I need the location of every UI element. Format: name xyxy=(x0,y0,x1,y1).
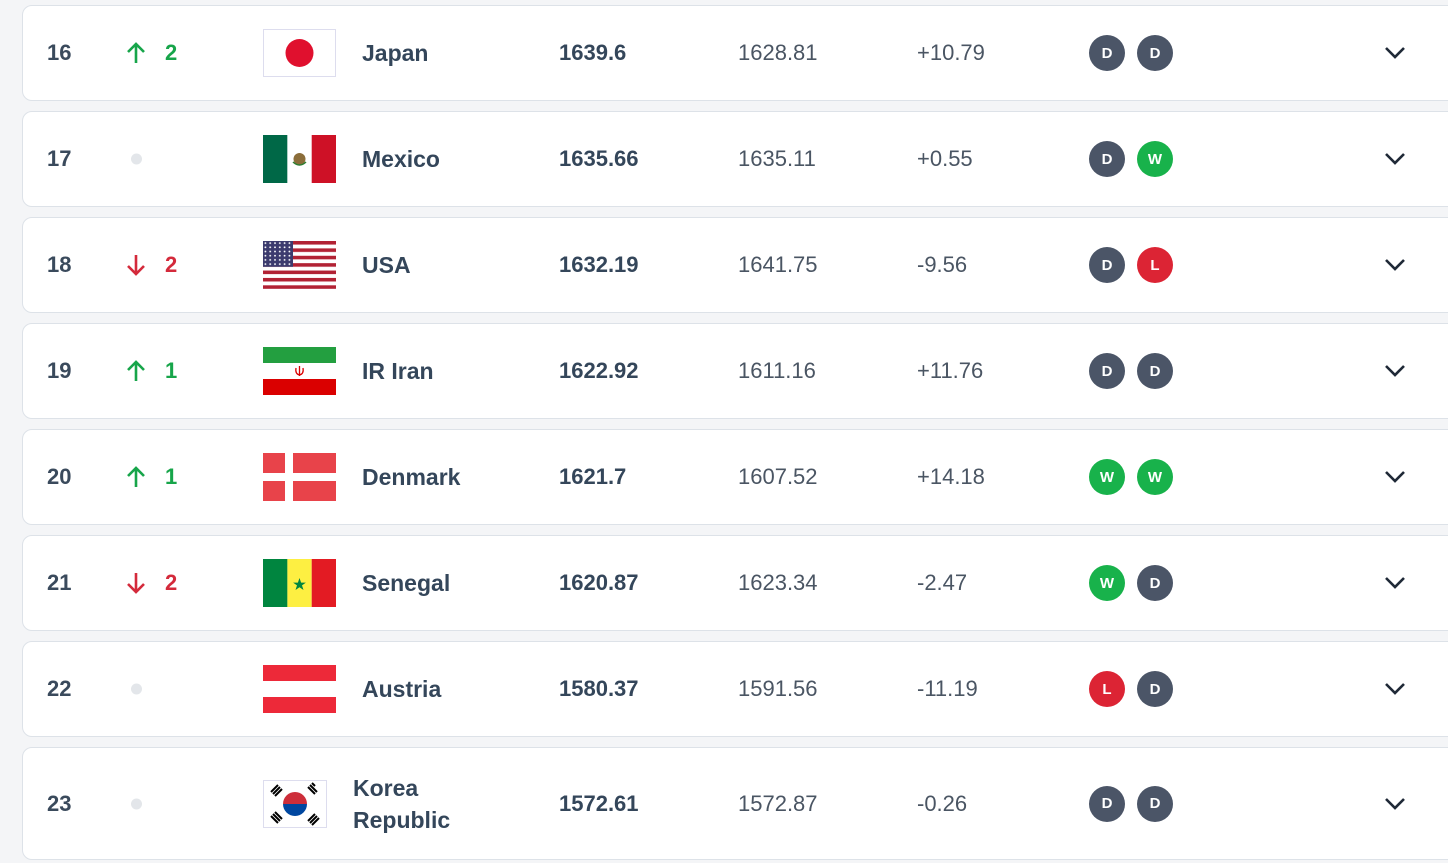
previous-points: 1623.34 xyxy=(738,570,818,595)
form-result: D xyxy=(1089,35,1125,71)
move: 2 xyxy=(165,570,178,595)
form-result: W xyxy=(1137,459,1173,495)
ranking-row[interactable]: 18 2 USA 1632.19 1641.75 -9.56 D L xyxy=(22,217,1448,313)
form-result: D xyxy=(1137,785,1173,822)
form-result: D xyxy=(1089,353,1125,389)
form-result: D xyxy=(1089,247,1125,283)
change: -11.19 xyxy=(917,676,978,701)
previous-points: 1628.81 xyxy=(738,40,818,65)
ranking-row[interactable]: 20 1 Denmark 1621.7 1607.52 +14.18 W W xyxy=(22,429,1448,525)
arrow-down xyxy=(123,252,149,278)
change: +14.18 xyxy=(917,464,985,489)
rank: 20 xyxy=(47,464,72,489)
flag xyxy=(263,347,336,395)
rank: 16 xyxy=(47,40,72,65)
move: 2 xyxy=(165,40,178,65)
flag xyxy=(263,559,336,607)
ranking-row[interactable]: 22 Austria 1580.37 1591.56 -11.19 L D xyxy=(22,641,1448,737)
change: -0.26 xyxy=(917,790,968,816)
ranking-row[interactable]: 16 2 Japan 1639.6 1628.81 +10.79 D D xyxy=(22,5,1448,101)
move: 1 xyxy=(165,464,178,489)
flag xyxy=(263,453,336,501)
previous-points: 1572.87 xyxy=(738,790,818,816)
points: 1635.66 xyxy=(559,146,639,171)
previous-points: 1635.11 xyxy=(738,146,816,171)
points: 1580.37 xyxy=(559,676,639,701)
rank: 19 xyxy=(47,358,72,383)
previous-points: 1607.52 xyxy=(738,464,818,489)
form-result: L xyxy=(1089,671,1125,707)
team: Austria xyxy=(362,676,442,702)
flag xyxy=(263,241,336,289)
change: +11.76 xyxy=(917,358,984,383)
arrow-down xyxy=(123,570,149,596)
move: 1 xyxy=(165,358,178,383)
team: Mexico xyxy=(362,146,440,172)
no-change xyxy=(131,798,142,809)
form-result: D xyxy=(1137,671,1173,707)
previous-points: 1611.16 xyxy=(738,358,816,383)
expand[interactable] xyxy=(1384,364,1406,378)
form-result: D xyxy=(1137,353,1173,389)
ranking-row[interactable]: 19 1 IR Iran 1622.92 1611.16 +11.76 D D xyxy=(22,323,1448,419)
expand[interactable] xyxy=(1384,797,1406,811)
form-result: L xyxy=(1137,247,1173,283)
points: 1632.19 xyxy=(559,252,639,277)
points: 1639.6 xyxy=(559,40,627,65)
rank: 23 xyxy=(47,790,72,816)
no-change xyxy=(131,153,142,165)
expand[interactable] xyxy=(1384,152,1406,166)
points: 1620.87 xyxy=(559,570,639,595)
flag xyxy=(263,135,336,183)
change: +0.55 xyxy=(917,146,973,171)
flag xyxy=(263,779,327,828)
change: -2.47 xyxy=(917,570,968,595)
expand[interactable] xyxy=(1384,258,1406,272)
form-result: D xyxy=(1089,141,1125,177)
ranking-row[interactable]: 23 Korea Republic 1572.61 1572.87 -0.26 … xyxy=(22,747,1448,860)
form-result: D xyxy=(1089,785,1125,822)
form-result: W xyxy=(1089,459,1125,495)
team: Senegal xyxy=(362,570,451,596)
arrow-up xyxy=(123,358,149,384)
team: USA xyxy=(362,252,411,278)
rank: 18 xyxy=(47,252,72,277)
rank: 17 xyxy=(47,146,72,171)
team: IR Iran xyxy=(362,358,434,384)
form-result: D xyxy=(1137,565,1173,601)
form-result: W xyxy=(1089,565,1125,601)
form-result: D xyxy=(1137,35,1173,71)
points: 1621.7 xyxy=(559,464,627,489)
points: 1572.61 xyxy=(559,790,639,816)
team: Korea Republic xyxy=(353,774,451,833)
ranking-row[interactable]: 21 2 Senegal 1620.87 1623.34 -2.47 W D xyxy=(22,535,1448,631)
points: 1622.92 xyxy=(559,358,639,383)
expand[interactable] xyxy=(1384,682,1406,696)
change: -9.56 xyxy=(917,252,968,277)
move: 2 xyxy=(165,252,178,277)
form-result: W xyxy=(1137,141,1173,177)
team: Japan xyxy=(362,40,429,66)
flag xyxy=(263,29,336,77)
expand[interactable] xyxy=(1384,470,1406,484)
previous-points: 1591.56 xyxy=(738,676,818,701)
arrow-up xyxy=(123,40,149,66)
no-change xyxy=(131,683,142,695)
rank: 21 xyxy=(47,570,72,595)
expand[interactable] xyxy=(1384,576,1406,590)
previous-points: 1641.75 xyxy=(738,252,818,277)
expand[interactable] xyxy=(1384,46,1406,60)
rank: 22 xyxy=(47,676,72,701)
change: +10.79 xyxy=(917,40,985,65)
arrow-up xyxy=(123,464,149,490)
flag xyxy=(263,665,336,713)
ranking-row[interactable]: 17 Mexico 1635.66 1635.11 +0.55 D W xyxy=(22,111,1448,207)
team: Denmark xyxy=(362,464,461,490)
